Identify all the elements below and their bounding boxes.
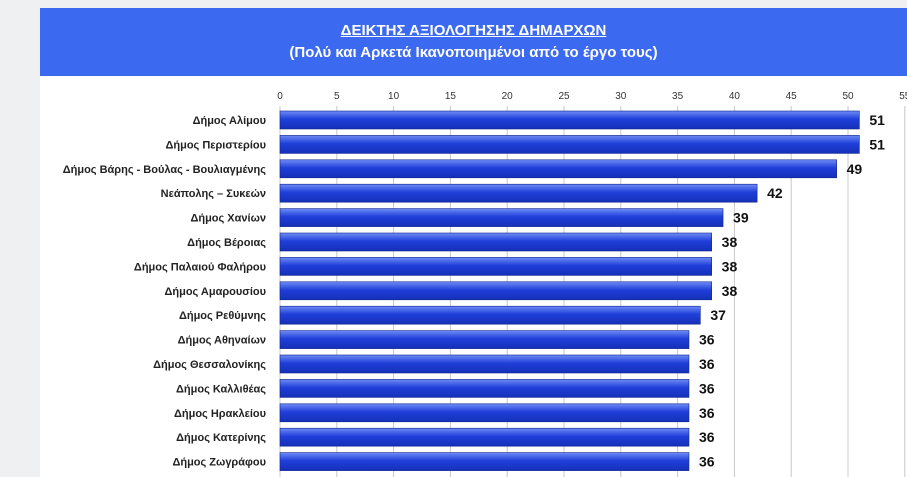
bar xyxy=(279,330,690,349)
category-label: Δήμος Βάρης - Βούλας - Βουλιαγμένης xyxy=(63,164,267,176)
x-tick-label: 20 xyxy=(502,91,514,102)
x-tick-label: 5 xyxy=(334,91,340,102)
data-label: 36 xyxy=(699,429,715,445)
data-label: 36 xyxy=(699,454,715,470)
category-label: Δήμος Περιστερίου xyxy=(165,139,266,151)
x-tick-label: 10 xyxy=(388,91,400,102)
data-label: 42 xyxy=(767,185,783,201)
bar xyxy=(279,208,724,227)
bar xyxy=(279,110,860,130)
bar xyxy=(279,427,690,447)
category-label: Δήμος Παλαιού Φαλήρου xyxy=(134,261,266,273)
category-label: Δήμος Ηρακλείου xyxy=(174,408,266,420)
bar xyxy=(279,159,837,179)
bar xyxy=(279,403,690,423)
category-label: Δήμος Ζωγράφου xyxy=(172,457,266,469)
x-tick-label: 55 xyxy=(899,91,907,102)
x-tick-label: 35 xyxy=(672,91,684,102)
category-label: Δήμος Βέροιας xyxy=(187,237,266,249)
category-label: Δήμος Θεσσαλονίκης xyxy=(153,359,266,371)
category-label: Δήμος Καλλιθέας xyxy=(176,383,266,395)
bar xyxy=(279,452,690,471)
data-label: 38 xyxy=(722,283,738,299)
data-label: 36 xyxy=(699,332,715,348)
chart-card: ΔΕΙΚΤΗΣ ΑΞΙΟΛΟΓΗΣΗΣ ΔΗΜΑΡΧΩΝ (Πολύ και Α… xyxy=(40,8,907,477)
category-label: Δήμος Αθηναίων xyxy=(178,335,266,347)
data-label: 37 xyxy=(710,307,726,323)
data-label: 39 xyxy=(733,210,749,226)
data-label: 36 xyxy=(699,380,715,396)
bar-chart: 0 5 10 15 20 25 30 35 40 45 50 55 Δήμος Αλίμου 51 Δήμο… xyxy=(63,91,907,477)
data-label: 36 xyxy=(699,356,715,372)
data-label: 51 xyxy=(869,136,885,152)
chart-title: ΔΕΙΚΤΗΣ ΑΞΙΟΛΟΓΗΣΗΣ ΔΗΜΑΡΧΩΝ xyxy=(340,22,607,39)
x-tick-label: 50 xyxy=(842,91,854,102)
x-tick-label: 0 xyxy=(277,91,283,102)
data-label: 49 xyxy=(847,161,863,177)
x-tick-label: 15 xyxy=(445,91,457,102)
category-label: Δήμος Ρεθύμνης xyxy=(179,310,266,322)
category-label: Δήμος Αμαρουσίου xyxy=(164,286,266,298)
x-tick-label: 30 xyxy=(615,91,627,102)
bar xyxy=(279,135,860,154)
x-tick-label: 45 xyxy=(786,91,798,102)
category-label: Νεάπολης – Συκεών xyxy=(161,188,266,200)
bar xyxy=(279,305,701,325)
data-label: 36 xyxy=(699,405,715,421)
data-label: 51 xyxy=(869,112,885,128)
data-label: 38 xyxy=(722,258,738,274)
bar xyxy=(279,379,690,398)
bar xyxy=(279,354,690,374)
chart-subtitle: (Πολύ και Αρκετά Ικανοποιημένοι από το έ… xyxy=(289,44,658,61)
x-tick-label: 40 xyxy=(729,91,741,102)
category-label: Δήμος Αλίμου xyxy=(193,115,266,127)
x-tick-label: 25 xyxy=(558,91,570,102)
chart-header: ΔΕΙΚΤΗΣ ΑΞΙΟΛΟΓΗΣΗΣ ΔΗΜΑΡΧΩΝ (Πολύ και Α… xyxy=(40,8,907,76)
data-label: 38 xyxy=(722,234,738,250)
bar xyxy=(279,281,712,301)
category-label: Δήμος Χανίων xyxy=(190,213,266,225)
bar xyxy=(279,183,758,203)
category-label: Δήμος Κατερίνης xyxy=(176,432,266,444)
bar xyxy=(279,257,712,276)
bar xyxy=(279,232,712,252)
